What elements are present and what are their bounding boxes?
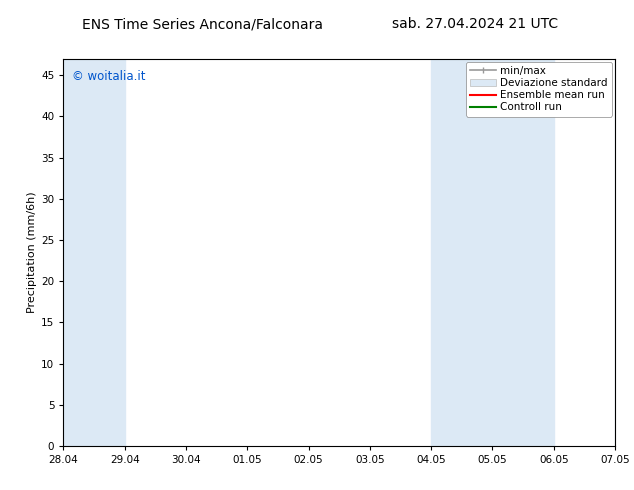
- Y-axis label: Precipitation (mm/6h): Precipitation (mm/6h): [27, 192, 37, 313]
- Text: sab. 27.04.2024 21 UTC: sab. 27.04.2024 21 UTC: [392, 17, 559, 31]
- Bar: [615, 59, 634, 446]
- Text: © woitalia.it: © woitalia.it: [72, 71, 145, 83]
- Legend: min/max, Deviazione standard, Ensemble mean run, Controll run: min/max, Deviazione standard, Ensemble m…: [466, 62, 612, 117]
- Bar: [431, 59, 553, 446]
- Text: ENS Time Series Ancona/Falconara: ENS Time Series Ancona/Falconara: [82, 17, 323, 31]
- Bar: [63, 59, 125, 446]
